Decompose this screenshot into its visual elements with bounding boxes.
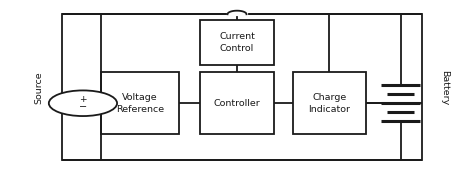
FancyBboxPatch shape	[200, 20, 274, 65]
Text: Battery: Battery	[440, 70, 449, 105]
FancyBboxPatch shape	[200, 72, 274, 134]
FancyBboxPatch shape	[100, 72, 179, 134]
FancyBboxPatch shape	[292, 72, 366, 134]
Text: Source: Source	[35, 71, 43, 104]
Text: Voltage
Reference: Voltage Reference	[116, 93, 164, 114]
Circle shape	[49, 90, 117, 116]
Text: Charge
Indicator: Charge Indicator	[309, 93, 350, 114]
Text: +: +	[79, 95, 87, 104]
Text: Current
Control: Current Control	[219, 32, 255, 53]
Text: −: −	[79, 102, 87, 112]
Text: Controller: Controller	[214, 99, 260, 108]
